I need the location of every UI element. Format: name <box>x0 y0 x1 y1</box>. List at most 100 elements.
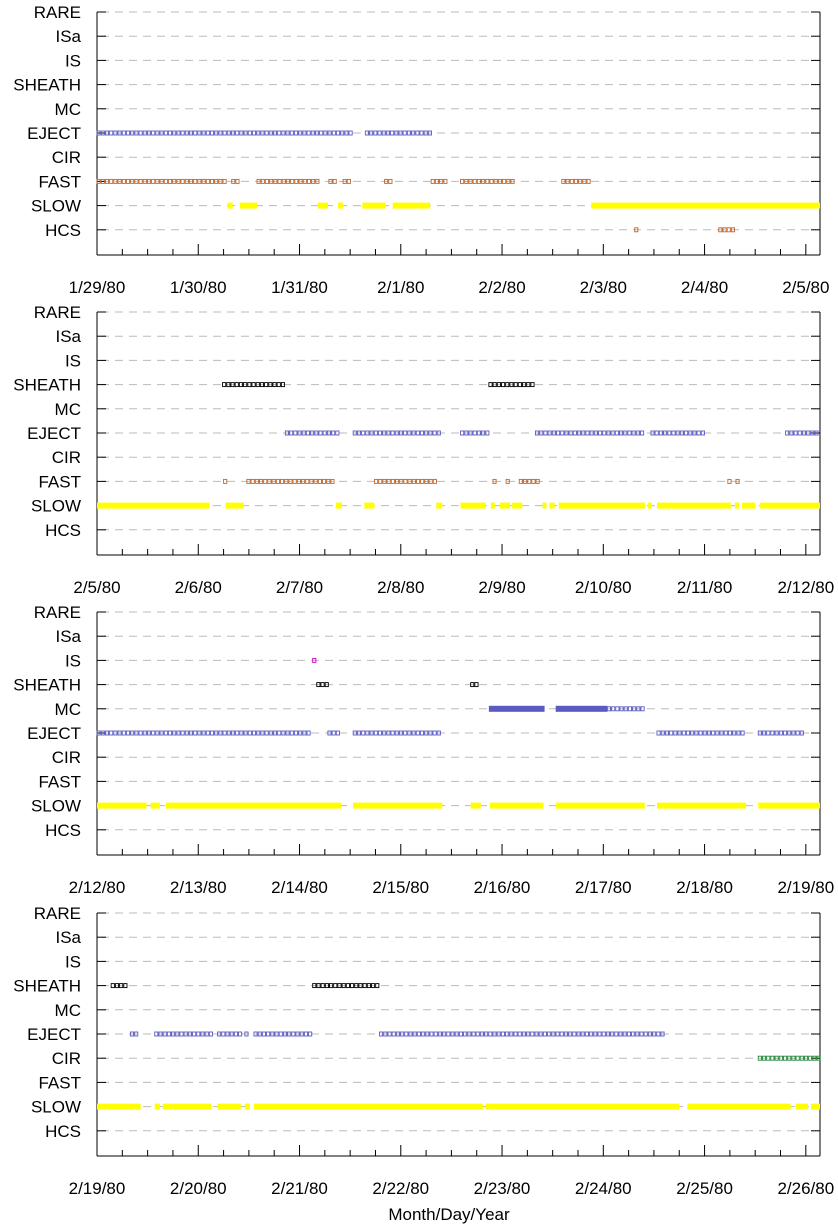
panel-2: RARE ISa IS SHEATH MC EJECT CIR FAST SLOW HCS 2/5/… <box>13 303 834 597</box>
mark-fast <box>328 178 337 184</box>
mark-fast <box>384 178 393 184</box>
mark-slow <box>687 1103 791 1110</box>
category-label-eject: EJECT <box>27 424 81 443</box>
x-tick-label: 2/22/80 <box>372 1179 429 1198</box>
mark-slow <box>795 1103 808 1110</box>
mark-fast <box>727 478 732 484</box>
panel-3: RARE ISa IS SHEATH MC EJECT CIR FAST SLOW HCS 2/12… <box>13 603 834 897</box>
x-tick-label: 2/14/80 <box>271 878 328 897</box>
x-tick-label: 2/1/80 <box>377 278 424 297</box>
x-tick-label: 2/8/80 <box>377 578 424 597</box>
x-tick-label: 2/23/80 <box>474 1179 531 1198</box>
category-label-hcs: HCS <box>45 821 81 840</box>
mark-eject <box>364 130 432 136</box>
x-tick-label: 2/26/80 <box>777 1179 834 1198</box>
panel-1: RARE ISa IS SHEATH MC EJECT CIR FAST SLOW HCS 1/29… <box>13 3 829 297</box>
mark-fast <box>342 178 351 184</box>
mark-eject <box>96 730 311 736</box>
mark-slow <box>165 802 342 809</box>
mark-slow <box>338 202 344 209</box>
mark-slow <box>392 202 431 209</box>
mark-hcs <box>634 227 639 233</box>
mark-mc <box>488 705 545 712</box>
mark-fast <box>492 478 497 484</box>
mark-slow <box>362 202 386 209</box>
x-tick-label: 2/12/80 <box>69 878 126 897</box>
x-tick-label: 2/18/80 <box>676 878 733 897</box>
mark-slow <box>489 802 544 809</box>
x-tick-label: 2/2/80 <box>478 278 525 297</box>
category-label-hcs: HCS <box>45 221 81 240</box>
category-label-slow: SLOW <box>31 1098 81 1117</box>
mark-eject <box>352 430 441 436</box>
mark-slow <box>549 502 555 509</box>
mark-eject <box>757 730 804 736</box>
mark-sheath <box>222 382 286 388</box>
mark-hcs <box>718 227 735 233</box>
category-label-isa: ISa <box>55 27 81 46</box>
mark-eject <box>650 430 705 436</box>
mark-slow <box>364 502 375 509</box>
category-label-sheath: SHEATH <box>13 676 81 695</box>
mark-slow <box>217 1103 241 1110</box>
x-tick-label: 2/19/80 <box>69 1179 126 1198</box>
mark-eject <box>96 130 353 136</box>
category-label-cir: CIR <box>52 748 81 767</box>
x-tick-label: 2/9/80 <box>478 578 525 597</box>
mark-sheath <box>316 682 329 688</box>
x-tick-label: 2/10/80 <box>575 578 632 597</box>
mark-slow <box>162 1103 212 1110</box>
mark-fast <box>231 178 240 184</box>
mark-slow <box>656 502 731 509</box>
mark-sheath <box>470 682 479 688</box>
x-tick-label: 1/30/80 <box>170 278 227 297</box>
mark-slow <box>490 502 495 509</box>
x-tick-label: 1/29/80 <box>69 278 126 297</box>
category-label-rare: RARE <box>34 904 81 923</box>
mark-slow <box>758 802 820 809</box>
mark-slow <box>760 502 820 509</box>
mark-slow <box>253 1103 483 1110</box>
mark-eject <box>656 730 745 736</box>
category-label-eject: EJECT <box>27 124 81 143</box>
mark-slow <box>542 502 547 509</box>
mark-slow <box>239 202 257 209</box>
mark-fast <box>223 478 228 484</box>
category-label-is: IS <box>65 651 81 670</box>
mark-eject <box>217 1031 243 1037</box>
mark-fast <box>735 478 740 484</box>
mark-is <box>312 657 317 663</box>
mark-fast <box>561 178 591 184</box>
x-tick-label: 2/19/80 <box>777 878 834 897</box>
mark-slow <box>734 502 739 509</box>
mark-sheath <box>110 983 128 989</box>
mark-slow <box>742 502 756 509</box>
category-label-rare: RARE <box>34 303 81 322</box>
category-label-hcs: HCS <box>45 1122 81 1141</box>
mark-fast <box>460 178 515 184</box>
x-tick-label: 2/25/80 <box>676 1179 733 1198</box>
mark-slow <box>225 502 244 509</box>
category-label-mc: MC <box>55 400 81 419</box>
category-label-hcs: HCS <box>45 521 81 540</box>
category-label-slow: SLOW <box>31 797 81 816</box>
category-label-slow: SLOW <box>31 497 81 516</box>
category-label-is: IS <box>65 952 81 971</box>
x-tick-label: 2/4/80 <box>681 278 728 297</box>
category-label-fast: FAST <box>38 772 81 791</box>
mark-slow <box>512 502 523 509</box>
category-label-cir: CIR <box>52 448 81 467</box>
x-tick-label: 2/13/80 <box>170 878 227 897</box>
mark-cir <box>757 1055 821 1061</box>
mark-eject <box>352 730 441 736</box>
mark-slow <box>810 1103 820 1110</box>
mark-slow <box>227 202 233 209</box>
mark-slow <box>558 502 645 509</box>
mark-slow <box>150 802 160 809</box>
category-label-fast: FAST <box>38 1073 81 1092</box>
mark-slow <box>500 502 511 509</box>
mark-slow <box>154 1103 160 1110</box>
x-tick-label: 2/6/80 <box>175 578 222 597</box>
mark-slow <box>591 202 820 209</box>
mark-eject <box>244 1031 249 1037</box>
